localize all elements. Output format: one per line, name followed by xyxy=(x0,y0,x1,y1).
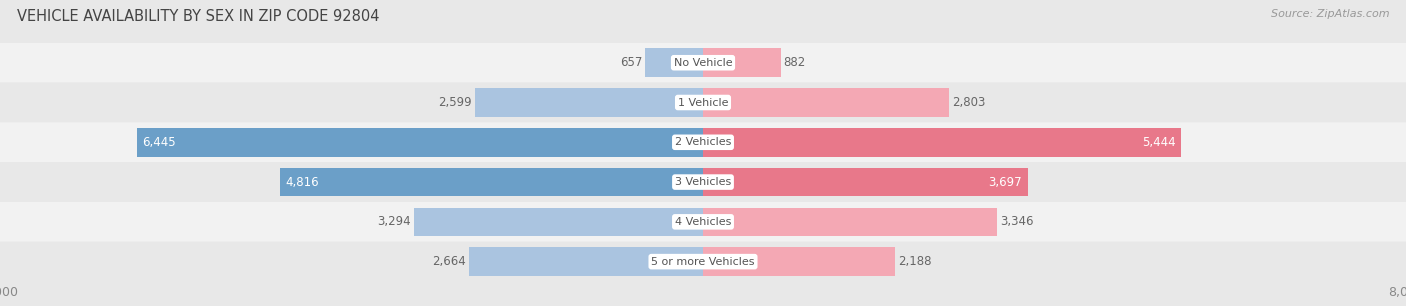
Text: VEHICLE AVAILABILITY BY SEX IN ZIP CODE 92804: VEHICLE AVAILABILITY BY SEX IN ZIP CODE … xyxy=(17,9,380,24)
Bar xyxy=(703,48,780,77)
Text: 2,664: 2,664 xyxy=(432,255,465,268)
Text: 1 Vehicle: 1 Vehicle xyxy=(678,98,728,107)
Text: 2,188: 2,188 xyxy=(898,255,932,268)
FancyBboxPatch shape xyxy=(0,162,1406,202)
Bar xyxy=(136,128,703,157)
Text: 3,697: 3,697 xyxy=(988,176,1022,188)
Text: 2 Vehicles: 2 Vehicles xyxy=(675,137,731,147)
FancyBboxPatch shape xyxy=(0,242,1406,282)
Bar xyxy=(645,48,703,77)
FancyBboxPatch shape xyxy=(0,122,1406,162)
Text: 5,444: 5,444 xyxy=(1142,136,1175,149)
Bar xyxy=(703,247,896,276)
Bar xyxy=(703,128,1181,157)
Bar xyxy=(703,88,949,117)
Text: 2,599: 2,599 xyxy=(439,96,472,109)
Bar xyxy=(280,168,703,196)
Bar xyxy=(468,247,703,276)
Text: 4 Vehicles: 4 Vehicles xyxy=(675,217,731,227)
Bar xyxy=(413,207,703,236)
Text: 2,803: 2,803 xyxy=(952,96,986,109)
Bar xyxy=(703,168,1028,196)
Text: 5 or more Vehicles: 5 or more Vehicles xyxy=(651,257,755,267)
Bar xyxy=(475,88,703,117)
Text: No Vehicle: No Vehicle xyxy=(673,58,733,68)
FancyBboxPatch shape xyxy=(0,43,1406,83)
Text: 4,816: 4,816 xyxy=(285,176,319,188)
Text: Source: ZipAtlas.com: Source: ZipAtlas.com xyxy=(1271,9,1389,19)
Text: 3,294: 3,294 xyxy=(377,215,411,228)
Text: 6,445: 6,445 xyxy=(142,136,176,149)
Text: 657: 657 xyxy=(620,56,643,69)
FancyBboxPatch shape xyxy=(0,202,1406,242)
FancyBboxPatch shape xyxy=(0,83,1406,122)
Text: 3 Vehicles: 3 Vehicles xyxy=(675,177,731,187)
Bar xyxy=(703,207,997,236)
Text: 882: 882 xyxy=(783,56,806,69)
Text: 3,346: 3,346 xyxy=(1000,215,1033,228)
